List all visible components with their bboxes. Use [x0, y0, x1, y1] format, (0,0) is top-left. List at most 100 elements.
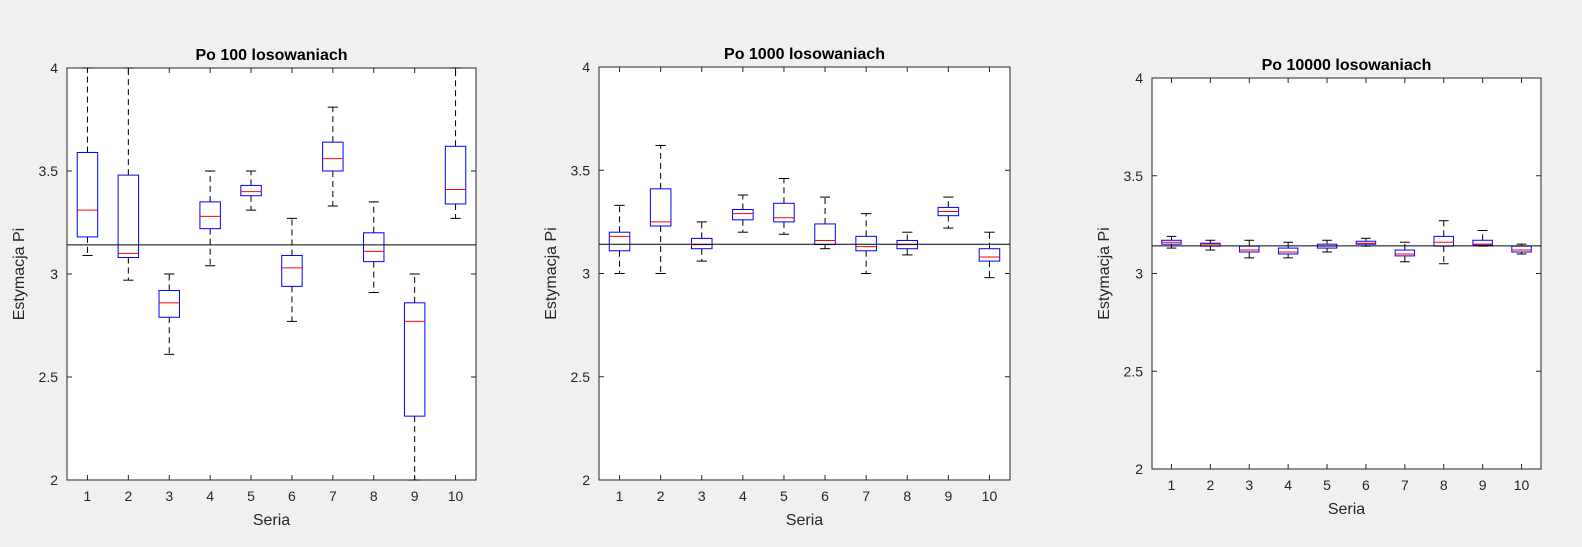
x-tick-label: 6 [821, 488, 829, 504]
x-tick-label: 9 [411, 488, 419, 504]
box-iqr [732, 208, 754, 221]
y-axis-label: Estymacja Pi [1096, 227, 1113, 319]
y-tick-label: 3 [50, 266, 58, 282]
box-series-3 [1239, 239, 1260, 259]
chart-title: Po 100 losowaniach [195, 47, 347, 64]
x-tick-label: 3 [1245, 477, 1253, 493]
y-tick-label: 3.5 [571, 162, 591, 178]
x-tick-label: 5 [247, 488, 255, 504]
box-series-10 [1511, 243, 1532, 255]
box-iqr [855, 235, 877, 252]
x-tick-label: 8 [370, 488, 378, 504]
y-tick-label: 2 [50, 472, 58, 488]
box-series-10 [978, 231, 1001, 279]
y-tick-label: 3 [1135, 266, 1143, 282]
x-tick-label: 3 [698, 488, 706, 504]
box-iqr [444, 145, 467, 205]
y-tick-label: 3.5 [1124, 168, 1144, 184]
box-series-1 [608, 204, 631, 274]
x-tick-label: 7 [329, 488, 337, 504]
box-iqr [281, 254, 303, 287]
box-series-2 [117, 67, 140, 281]
box-iqr [1277, 247, 1299, 255]
x-tick-label: 2 [657, 488, 665, 504]
y-tick-label: 4 [50, 60, 58, 76]
box-series-8 [1433, 220, 1454, 265]
box-iqr [690, 237, 713, 250]
box-series-2 [649, 144, 672, 274]
x-tick-label: 1 [1168, 477, 1176, 493]
box-iqr [608, 231, 631, 252]
plot-area [1151, 77, 1542, 470]
x-tick-label: 2 [124, 488, 132, 504]
box-iqr [978, 248, 1001, 262]
box-iqr [1394, 249, 1416, 257]
box-series-1 [76, 67, 99, 256]
box-iqr [773, 202, 795, 223]
box-series-4 [1277, 241, 1299, 259]
box-series-3 [158, 273, 180, 355]
boxplot-panel-1: 2 2.5 3 3.5 4 1 2 3 4 5 6 7 8 9 10 Po 100 losowaniach Se… [11, 47, 477, 529]
x-axis-label: Seria [786, 512, 823, 529]
y-tick-label: 2.5 [39, 369, 59, 385]
box-series-4 [732, 194, 754, 233]
x-tick-label: 10 [1514, 477, 1530, 493]
x-axis-label: Seria [253, 512, 290, 529]
boxplot-panel-2: 2 2.5 3 3.5 4 1 2 3 4 5 6 7 8 9 10 Po 1000 losowaniach S… [543, 46, 1011, 529]
box-series-7 [855, 213, 877, 274]
x-tick-label: 8 [903, 488, 911, 504]
x-tick-label: 9 [1479, 477, 1487, 493]
y-tick-label: 2.5 [571, 369, 591, 385]
box-series-5 [773, 178, 795, 235]
boxplot-panel-3: 2 2.5 3 3.5 4 1 2 3 4 5 6 7 8 9 10 Po 10000 losowaniach… [1096, 57, 1542, 518]
y-tick-label: 3 [582, 266, 590, 282]
x-tick-label: 4 [739, 488, 747, 504]
x-tick-label: 3 [165, 488, 173, 504]
x-tick-label: 5 [1323, 477, 1331, 493]
x-tick-label: 8 [1440, 477, 1448, 493]
box-iqr [322, 141, 344, 172]
x-tick-label: 2 [1206, 477, 1214, 493]
box-series-8 [363, 201, 385, 294]
x-tick-label: 6 [288, 488, 296, 504]
y-tick-label: 2 [582, 472, 590, 488]
box-iqr [403, 302, 426, 417]
x-tick-label: 4 [206, 488, 214, 504]
y-tick-label: 4 [582, 59, 590, 75]
box-series-9 [403, 273, 426, 481]
box-series-9 [937, 196, 960, 229]
x-tick-label: 5 [780, 488, 788, 504]
box-series-6 [281, 217, 303, 322]
chart-title: Po 1000 losowaniach [724, 46, 885, 63]
x-tick-label: 9 [944, 488, 952, 504]
box-iqr [158, 289, 180, 318]
plot-area [66, 67, 477, 481]
x-tick-label: 1 [616, 488, 624, 504]
box-iqr [363, 232, 385, 263]
box-iqr [199, 201, 221, 230]
x-axis-label: Seria [1328, 501, 1365, 518]
x-tick-label: 4 [1284, 477, 1292, 493]
y-axis-label: Estymacja Pi [543, 227, 560, 319]
x-tick-label: 10 [982, 488, 998, 504]
box-iqr [76, 151, 99, 238]
chart-title: Po 10000 losowaniach [1262, 57, 1432, 74]
box-iqr [117, 174, 140, 259]
box-series-5 [240, 170, 262, 211]
x-tick-label: 7 [1401, 477, 1409, 493]
y-axis-label: Estymacja Pi [11, 228, 28, 320]
x-tick-label: 10 [448, 488, 464, 504]
box-series-7 [322, 106, 344, 207]
box-iqr [1472, 239, 1493, 246]
y-tick-label: 2.5 [1124, 363, 1144, 379]
x-tick-label: 7 [862, 488, 870, 504]
box-iqr [240, 184, 262, 197]
box-series-4 [199, 170, 221, 267]
y-tick-label: 2 [1135, 461, 1143, 477]
y-tick-label: 3.5 [39, 163, 59, 179]
box-series-1 [1161, 235, 1182, 249]
y-tick-label: 4 [1135, 70, 1143, 86]
x-tick-label: 1 [84, 488, 92, 504]
box-iqr [649, 188, 672, 227]
